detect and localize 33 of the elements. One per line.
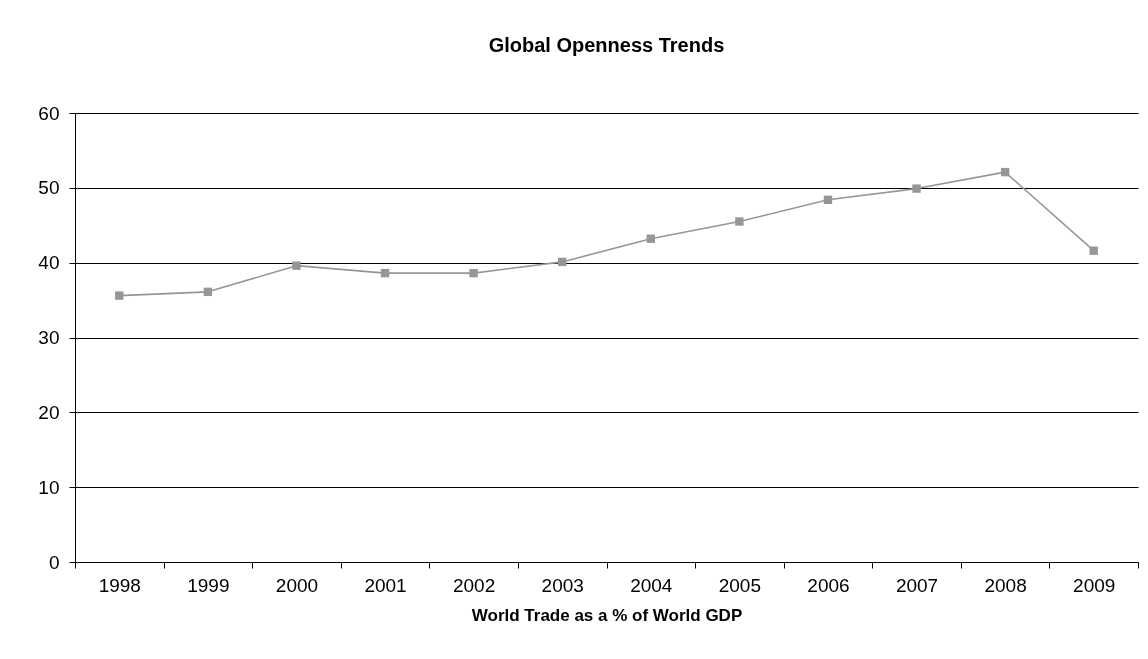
x-tick-label: 2004 — [630, 574, 673, 596]
x-tick-label: 2009 — [1073, 574, 1116, 596]
x-tick-label: 2008 — [984, 574, 1027, 596]
x-tick-label: 2001 — [364, 574, 407, 596]
x-tick-label: 2000 — [275, 574, 319, 596]
point — [1089, 246, 1098, 255]
y-tick-label: 30 — [38, 327, 60, 348]
point — [203, 287, 213, 297]
y-tick-label: 40 — [38, 252, 60, 274]
x-axis-title: World Trade as a % of World GDP — [471, 605, 743, 625]
point — [912, 184, 921, 193]
point — [735, 217, 744, 226]
x-tick-label: 2005 — [718, 574, 762, 596]
y-tick-label: 0 — [48, 551, 60, 573]
point — [380, 268, 390, 278]
point — [558, 257, 567, 267]
point — [646, 234, 655, 243]
x-tick-label: 1999 — [187, 574, 230, 596]
x-tick-label: 2007 — [895, 574, 939, 596]
point — [469, 268, 478, 278]
point — [1000, 167, 1010, 177]
y-tick-label: 20 — [38, 401, 60, 423]
point — [292, 261, 301, 270]
point — [115, 291, 124, 300]
chart-title: Global Openness Trends — [488, 34, 725, 56]
y-tick-label: 50 — [38, 177, 60, 199]
x-tick-label: 1998 — [98, 574, 141, 596]
y-tick-label: 10 — [38, 476, 60, 498]
point — [823, 195, 833, 204]
x-tick-label: 2003 — [541, 574, 584, 596]
y-tick-label: 60 — [38, 102, 60, 124]
x-tick-label: 2006 — [807, 574, 850, 596]
x-tick-label: 2002 — [452, 574, 496, 596]
